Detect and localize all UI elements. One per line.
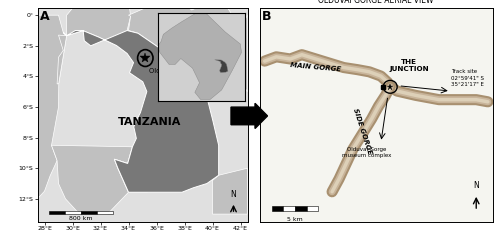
Bar (295, 206, 306, 211)
Polygon shape (64, 30, 218, 192)
Text: THE
JUNCTION: THE JUNCTION (389, 59, 428, 72)
Text: N: N (230, 190, 236, 199)
Text: A: A (40, 10, 49, 23)
Text: Olduvai Gorge
museum complex: Olduvai Gorge museum complex (342, 147, 392, 158)
Bar (65, 211, 81, 214)
Bar (272, 206, 283, 211)
Title: OLDUVAI GORGE AERIAL VIEW: OLDUVAI GORGE AERIAL VIEW (318, 0, 434, 5)
Polygon shape (214, 60, 228, 73)
Text: 5 km: 5 km (287, 217, 303, 222)
Bar (48, 211, 65, 214)
Polygon shape (38, 15, 66, 199)
Bar (306, 206, 318, 211)
Polygon shape (212, 168, 248, 214)
Polygon shape (114, 145, 150, 192)
Bar (283, 206, 295, 211)
Text: N: N (474, 181, 479, 190)
Bar (97, 211, 113, 214)
Polygon shape (57, 35, 66, 84)
Polygon shape (66, 0, 130, 46)
Text: Olduvai Gorge: Olduvai Gorge (149, 68, 196, 74)
Text: B: B (262, 10, 272, 23)
Text: 800 km: 800 km (69, 216, 92, 221)
Polygon shape (158, 14, 242, 100)
Polygon shape (226, 15, 248, 92)
Text: MAIN GORGE: MAIN GORGE (290, 62, 342, 73)
Text: SIDE GORGE: SIDE GORGE (352, 108, 372, 156)
Polygon shape (52, 145, 132, 214)
Text: TANZANIA: TANZANIA (118, 117, 181, 127)
Polygon shape (128, 2, 239, 87)
Text: Track site
02°59'41" S
35°21'17" E: Track site 02°59'41" S 35°21'17" E (450, 69, 484, 87)
Bar (81, 211, 97, 214)
